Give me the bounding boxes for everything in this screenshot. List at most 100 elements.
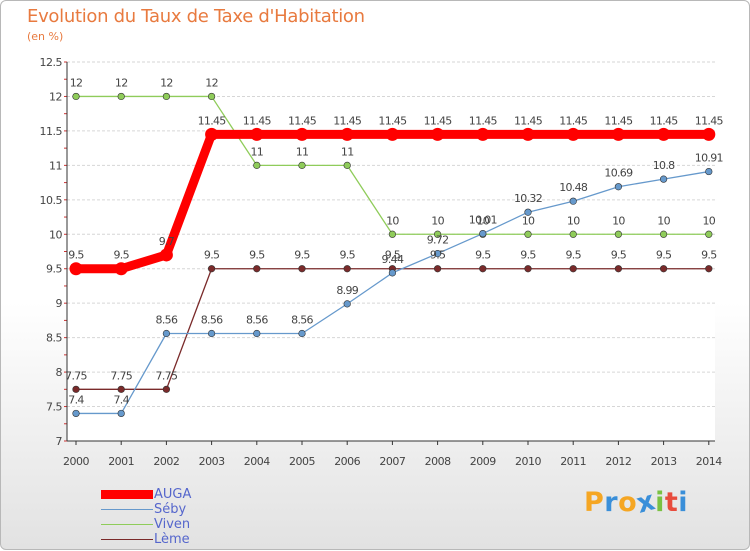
data-point-séby [614,183,623,191]
data-label-viven: 10 [567,214,580,227]
x-tick-label: 2003 [199,455,225,468]
data-point-séby [117,409,125,418]
data-point-viven [343,161,351,169]
data-point-viven [208,92,216,101]
data-point-auga [340,127,354,141]
data-point-auga [250,127,264,141]
data-label-viven: 10 [702,214,715,227]
data-label-viven: 11 [341,145,354,158]
data-point-séby [298,329,306,338]
data-point-séby [569,197,577,205]
data-label-auga: 11.45 [243,114,272,127]
data-point-viven [614,230,623,238]
data-label-auga: 11.45 [288,114,317,127]
legend-label: Viven [154,517,191,532]
data-point-viven [705,230,713,238]
proxiti-logo: Proxiti [584,485,688,520]
logo-letter: t [664,487,679,518]
data-point-lème [524,265,532,273]
data-point-viven [434,230,442,238]
data-label-auga: 11.45 [650,114,679,127]
data-label-lème: 9.5 [204,249,220,262]
data-label-auga: 11.45 [333,114,362,127]
data-label-lème: 9.5 [294,249,310,262]
x-tick-label: 2008 [425,455,451,468]
y-tick-label: 11 [49,159,62,172]
data-label-séby: 8.56 [291,314,313,327]
data-label-lème: 9.5 [249,249,265,262]
data-label-viven: 11 [250,145,263,158]
data-point-lème [298,265,306,273]
x-tick-label: 2005 [289,455,315,468]
data-point-lème [479,265,487,273]
data-label-lème: 7.75 [110,369,132,382]
data-point-lème [343,265,351,273]
data-label-séby: 10.01 [469,214,497,227]
y-tick-label: 7.5 [46,401,62,414]
legend-item: Lème [101,532,261,547]
legend-swatch [101,538,153,541]
data-point-lème [659,265,668,273]
data-point-auga [295,127,309,141]
data-point-auga [431,127,445,141]
data-point-lème [705,265,713,273]
data-label-viven: 10 [657,214,670,227]
x-tick-label: 2013 [651,455,677,468]
data-label-viven: 10 [476,214,489,227]
logo-letter: r [604,487,619,518]
data-label-lème: 9.5 [520,249,536,262]
data-point-séby [208,329,216,338]
data-label-séby: 10.91 [695,152,723,165]
data-point-auga [114,262,128,276]
legend-swatch [101,523,153,526]
data-point-auga [159,248,173,262]
data-label-lème: 9.5 [611,249,627,262]
data-label-séby: 10.69 [604,167,633,180]
y-tick-label: 9.5 [46,263,62,276]
data-point-auga [611,127,625,141]
data-label-séby: 7.4 [113,393,129,406]
data-label-viven: 10 [522,214,535,227]
data-label-lème: 9.5 [430,249,446,262]
data-label-séby: 7.4 [68,393,84,406]
data-label-auga: 11.45 [514,114,543,127]
legend-swatch [101,490,153,499]
data-point-séby [705,167,713,176]
x-tick-label: 2009 [470,455,496,468]
data-label-auga: 11.45 [378,114,407,127]
data-label-auga: 11.45 [695,114,724,127]
data-point-auga [521,127,535,141]
y-tick-label: 8.5 [46,332,62,345]
data-point-viven [388,230,397,238]
data-label-auga: 9.5 [113,249,129,262]
data-point-lème [253,265,261,273]
data-label-séby: 10.48 [559,181,588,194]
data-point-séby [72,409,80,418]
data-label-viven: 12 [205,76,218,89]
data-point-lème [162,385,170,393]
data-point-séby [162,329,170,338]
logo-letter: o [618,487,638,518]
data-point-auga [702,127,716,141]
y-tick-label: 7 [56,435,63,448]
legend-item: Séby [101,502,261,517]
data-point-auga [657,127,671,141]
data-point-séby [524,208,532,216]
data-label-viven: 12 [70,76,83,89]
data-label-auga: 9.5 [68,249,84,262]
y-tick-label: 10 [49,228,62,241]
data-point-lème [614,265,623,273]
data-label-viven: 10 [431,214,444,227]
data-point-viven [659,230,668,238]
data-point-lème [569,265,577,273]
data-label-séby: 10.8 [653,159,675,172]
x-tick-label: 2010 [515,455,541,468]
data-point-lème [208,265,216,273]
data-point-auga [476,127,490,141]
data-point-lème [72,385,80,393]
legend-item: AUGA [101,487,261,502]
data-point-auga [385,127,399,141]
x-tick-label: 2007 [379,455,405,468]
data-point-viven [524,230,532,238]
